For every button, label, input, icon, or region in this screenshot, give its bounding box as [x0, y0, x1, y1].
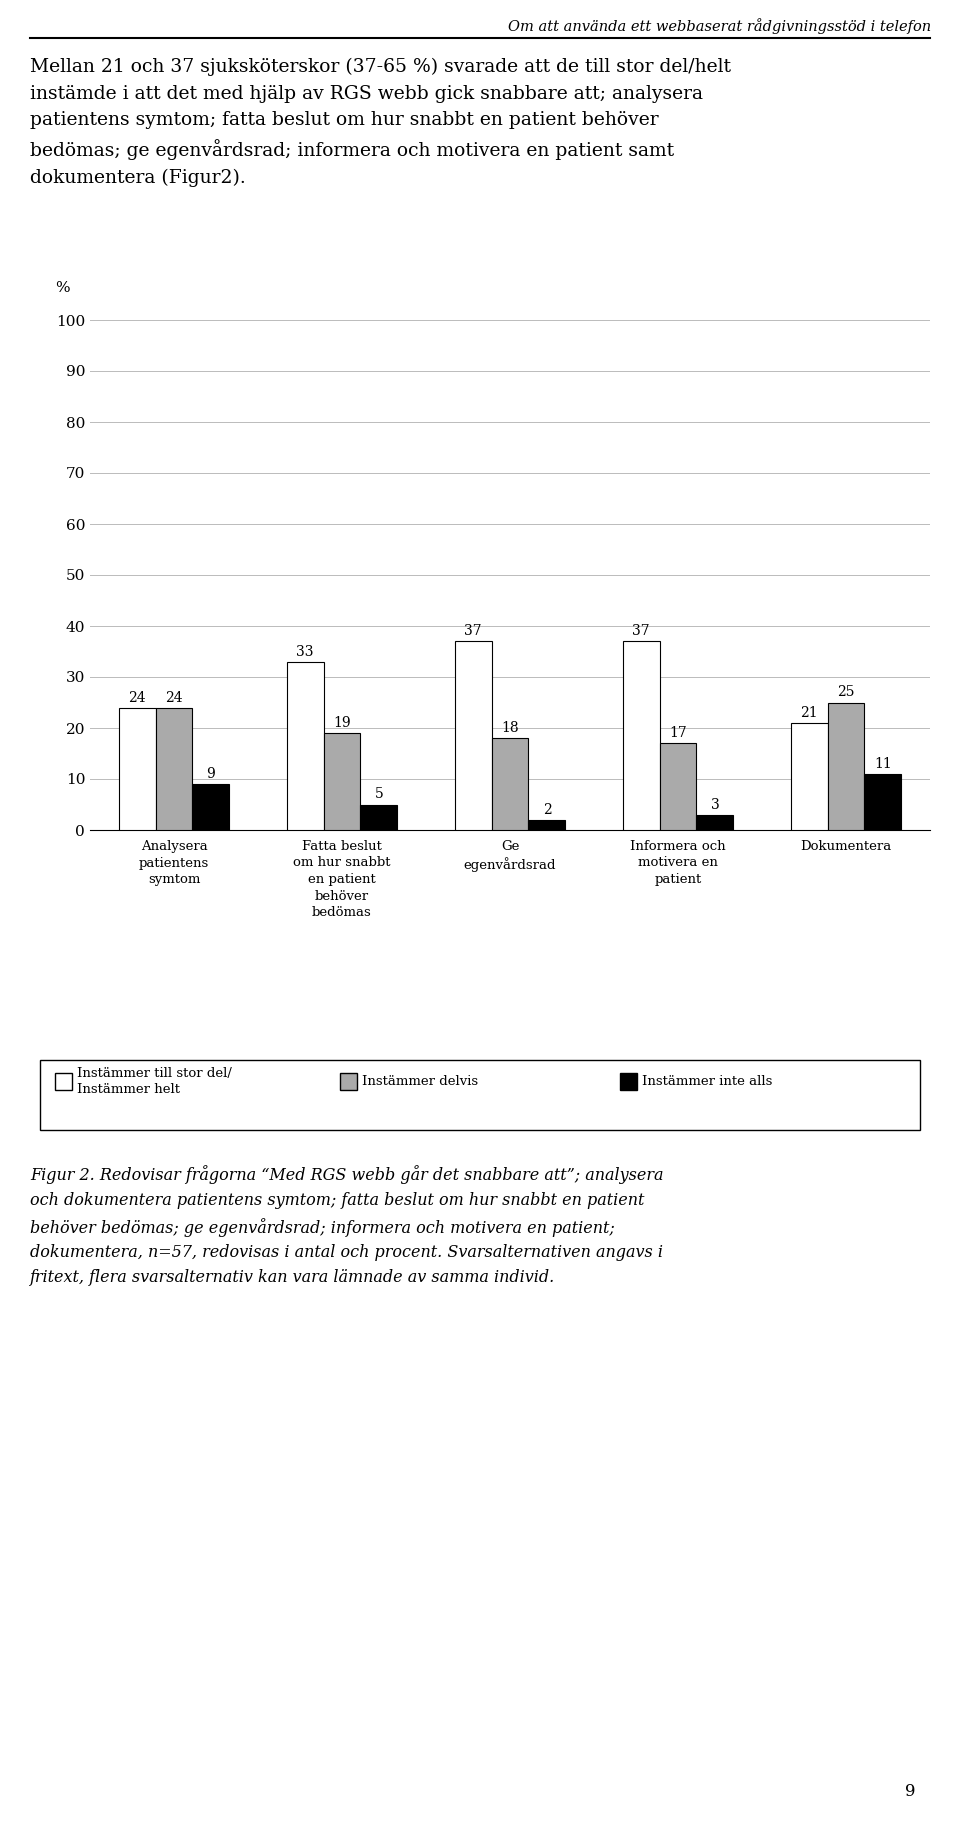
Bar — [864, 773, 901, 830]
Text: 37: 37 — [633, 625, 650, 637]
Bar — [622, 641, 660, 830]
Bar — [492, 738, 528, 830]
Text: %: % — [55, 281, 70, 296]
Text: 3: 3 — [710, 797, 719, 812]
Bar — [790, 724, 828, 830]
Bar — [455, 641, 492, 830]
Text: Om att använda ett webbaserat rådgivningsstöd i telefon: Om att använda ett webbaserat rådgivning… — [508, 18, 931, 33]
Text: 37: 37 — [465, 625, 482, 637]
Text: 25: 25 — [837, 685, 854, 700]
Bar — [528, 819, 565, 830]
Text: 2: 2 — [542, 803, 551, 817]
Text: Ge
egenvårdsrad: Ge egenvårdsrad — [464, 840, 556, 873]
Bar — [119, 707, 156, 830]
Text: 24: 24 — [129, 691, 146, 705]
Text: 5: 5 — [374, 788, 383, 801]
Text: Informera och
motivera en
patient: Informera och motivera en patient — [630, 840, 726, 885]
Text: Instämmer inte alls: Instämmer inte alls — [642, 1075, 773, 1088]
Text: 9: 9 — [904, 1784, 915, 1800]
Text: 9: 9 — [206, 768, 215, 781]
Bar — [361, 805, 397, 830]
Text: Analysera
patientens
symtom: Analysera patientens symtom — [139, 840, 209, 885]
Text: Fatta beslut
om hur snabbt
en patient
behöver
bedömas: Fatta beslut om hur snabbt en patient be… — [293, 840, 391, 918]
Bar — [828, 702, 864, 830]
Bar — [660, 744, 697, 830]
Bar — [324, 733, 361, 830]
Text: 11: 11 — [875, 757, 892, 772]
Bar — [192, 784, 229, 830]
Text: 17: 17 — [669, 726, 686, 740]
Text: 19: 19 — [333, 716, 350, 729]
Text: 33: 33 — [297, 645, 314, 659]
Bar — [286, 661, 324, 830]
Text: Instämmer delvis: Instämmer delvis — [362, 1075, 478, 1088]
Text: 24: 24 — [165, 691, 182, 705]
Bar — [156, 707, 192, 830]
Bar — [697, 814, 733, 830]
Text: 18: 18 — [501, 722, 518, 735]
Text: Figur 2. Redovisar frågorna “Med RGS webb går det snabbare att”; analysera
och d: Figur 2. Redovisar frågorna “Med RGS web… — [30, 1165, 663, 1286]
Text: Instämmer till stor del/
Instämmer helt: Instämmer till stor del/ Instämmer helt — [77, 1067, 232, 1097]
Text: Mellan 21 och 37 sjuksköterskor (37-65 %) svarade att de till stor del/helt
inst: Mellan 21 och 37 sjuksköterskor (37-65 %… — [30, 59, 731, 187]
Text: 21: 21 — [801, 705, 818, 720]
Text: Dokumentera: Dokumentera — [801, 840, 892, 852]
